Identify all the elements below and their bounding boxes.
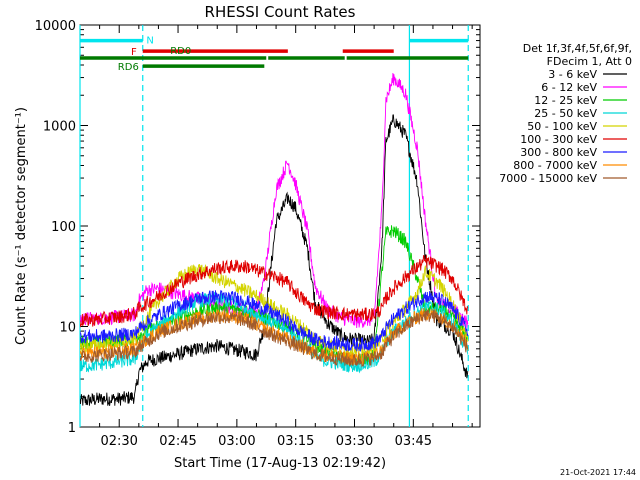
plot-frame xyxy=(79,24,481,428)
series-line-5 xyxy=(80,255,469,328)
series-line-6 xyxy=(80,289,469,352)
y-tick-label: 1000 xyxy=(43,120,76,135)
x-tick-label: 03:45 xyxy=(395,434,432,449)
flag-label-f: F xyxy=(131,47,137,58)
flag-label-rd6: RD6 xyxy=(118,62,139,73)
x-tick-label: 02:45 xyxy=(159,434,196,449)
x-tick-label: 02:30 xyxy=(100,434,137,449)
series-line-1 xyxy=(80,72,469,329)
legend: Det 1f,3f,4f,5f,6f,9f, FDecim 1, Att 0 3… xyxy=(499,42,632,185)
timestamp: 21-Oct-2021 17:44 xyxy=(560,468,636,477)
legend-label: 3 - 6 keV xyxy=(548,68,597,81)
y-axis-label: Count Rate (s⁻¹ detector segment⁻¹) xyxy=(14,107,29,345)
y-tick-label: 1 xyxy=(68,421,76,436)
legend-label: 7000 - 15000 keV xyxy=(499,172,597,185)
y-tick-label: 100 xyxy=(51,220,76,235)
x-axis-label: Start Time (17-Aug-13 02:19:42) xyxy=(174,456,386,471)
legend-label: 300 - 800 keV xyxy=(520,146,597,159)
legend-label: 50 - 100 keV xyxy=(527,120,597,133)
flag-label-rd0: RD0 xyxy=(170,46,191,57)
flag-label-n: N xyxy=(146,36,153,47)
series-line-8 xyxy=(80,309,469,368)
series-line-0 xyxy=(80,114,469,406)
y-tick-label: 10000 xyxy=(35,19,76,34)
legend-label: 25 - 50 keV xyxy=(534,107,597,120)
legend-header-line-1: Det 1f,3f,4f,5f,6f,9f, xyxy=(523,42,632,55)
chart-title: RHESSI Count Rates xyxy=(205,3,356,21)
legend-label: 100 - 300 keV xyxy=(520,133,597,146)
legend-header-line-2: FDecim 1, Att 0 xyxy=(547,55,632,68)
legend-label: 800 - 7000 keV xyxy=(513,159,597,172)
x-tick-label: 03:30 xyxy=(336,434,373,449)
plot-area: 1 10 100 1000 10000 02:30 02:45 03:00 03:15 03:30… xyxy=(35,19,481,449)
x-tick-label: 03:15 xyxy=(277,434,314,449)
y-tick-label: 10 xyxy=(59,321,76,336)
x-tick-label: 03:00 xyxy=(218,434,255,449)
legend-label: 6 - 12 keV xyxy=(541,81,597,94)
legend-label: 12 - 25 keV xyxy=(534,94,597,107)
